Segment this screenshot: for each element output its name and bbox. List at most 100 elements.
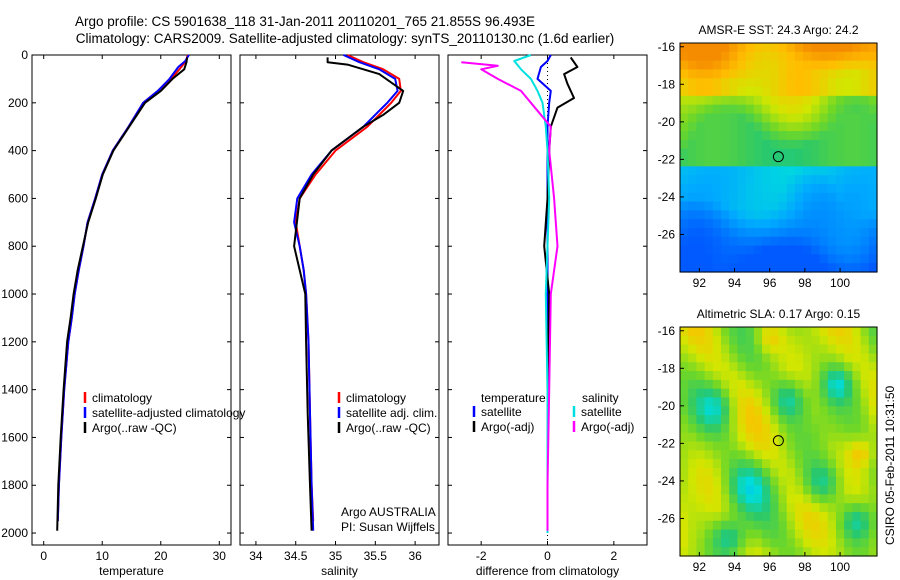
map-cell (721, 69, 730, 79)
map-cell (721, 467, 730, 478)
map-cell (852, 379, 862, 390)
map-cell (835, 201, 845, 211)
map-cell (770, 503, 780, 513)
map-cell (827, 415, 837, 425)
map-cell (704, 547, 714, 557)
map-cell (852, 175, 862, 185)
map-cell (729, 388, 739, 399)
map-cell (762, 166, 771, 176)
map-cell (729, 122, 739, 132)
map-cell (680, 192, 689, 203)
map-cell (688, 441, 698, 451)
map-frame (679, 42, 878, 273)
map-cell (803, 450, 812, 460)
map-cell (696, 503, 706, 513)
map-cell (704, 388, 714, 399)
map-cell (794, 415, 804, 425)
map-cell (745, 432, 755, 443)
map-cell (819, 227, 829, 238)
map-cell (737, 335, 747, 346)
map-cell (844, 148, 853, 159)
map-cell (827, 520, 837, 531)
map-cell (819, 459, 829, 469)
map-cell (688, 371, 698, 381)
map-cell (762, 538, 771, 548)
map-cell (721, 166, 730, 176)
map-cell (721, 432, 730, 443)
map-cell (852, 148, 862, 159)
map-cell (721, 43, 730, 53)
map-cell (712, 245, 722, 255)
map-cell (704, 122, 714, 132)
map-cell (811, 192, 821, 203)
map-cell (745, 335, 755, 346)
map-cell (835, 219, 845, 229)
map-cell (704, 113, 714, 123)
map-cell (844, 87, 853, 97)
map-cell (803, 122, 812, 132)
map-cell (811, 104, 821, 115)
map-cell (811, 148, 821, 159)
map-cell (811, 95, 821, 106)
x-axis-label: difference from climatology (476, 564, 619, 578)
map-cell (712, 69, 722, 79)
map-cell (737, 388, 747, 399)
map-cell (745, 227, 755, 238)
map-cell (762, 148, 771, 159)
map-cell (868, 538, 878, 548)
map-cell (811, 406, 821, 416)
map-cell (803, 511, 812, 522)
map-cell (860, 353, 870, 363)
map-cell (803, 362, 812, 372)
map-cell (786, 78, 796, 88)
map-cell (696, 131, 706, 141)
map-cell (844, 362, 853, 372)
map-cell (770, 441, 780, 451)
map-cell (737, 78, 747, 88)
map-cell (737, 166, 747, 176)
map-cell (778, 344, 788, 355)
map-cell (860, 344, 870, 355)
map-cell (811, 201, 821, 211)
map-cell (712, 344, 722, 355)
map-cell (721, 485, 730, 495)
map-cell (794, 450, 804, 460)
map-cell (844, 131, 853, 141)
map-cell (794, 201, 804, 211)
map-cell (860, 51, 870, 62)
map-cell (688, 227, 698, 238)
map-cell (811, 335, 821, 346)
map-cell (712, 219, 722, 229)
map-cell (770, 344, 780, 355)
map-cell (680, 227, 689, 238)
map-cell (852, 122, 862, 132)
map-cell (696, 476, 706, 487)
annotation: PI: Susan Wijffels (341, 520, 435, 534)
map-cell (827, 183, 837, 194)
map-cell (696, 388, 706, 399)
map-cell (835, 388, 845, 399)
map-cell (860, 335, 870, 346)
map-cell (844, 254, 853, 264)
map-cell (729, 219, 739, 229)
x-tick-label: 35 (329, 549, 343, 563)
map-cell (803, 520, 812, 531)
map-cell (803, 51, 812, 62)
map-cell (786, 520, 796, 531)
map-cell (762, 388, 771, 399)
map-cell (688, 192, 698, 203)
map-cell (794, 371, 804, 381)
map-cell (680, 520, 689, 531)
map-cell (803, 371, 812, 381)
map-cell (827, 227, 837, 238)
map-cell (827, 236, 837, 247)
map-cell (844, 485, 853, 495)
map-cell (852, 219, 862, 229)
map-cell (770, 192, 780, 203)
map-cell (737, 236, 747, 247)
map-cell (868, 520, 878, 531)
map-cell (737, 397, 747, 407)
map-cell (762, 236, 771, 247)
map-cell (753, 78, 763, 88)
map-cell (803, 494, 812, 504)
